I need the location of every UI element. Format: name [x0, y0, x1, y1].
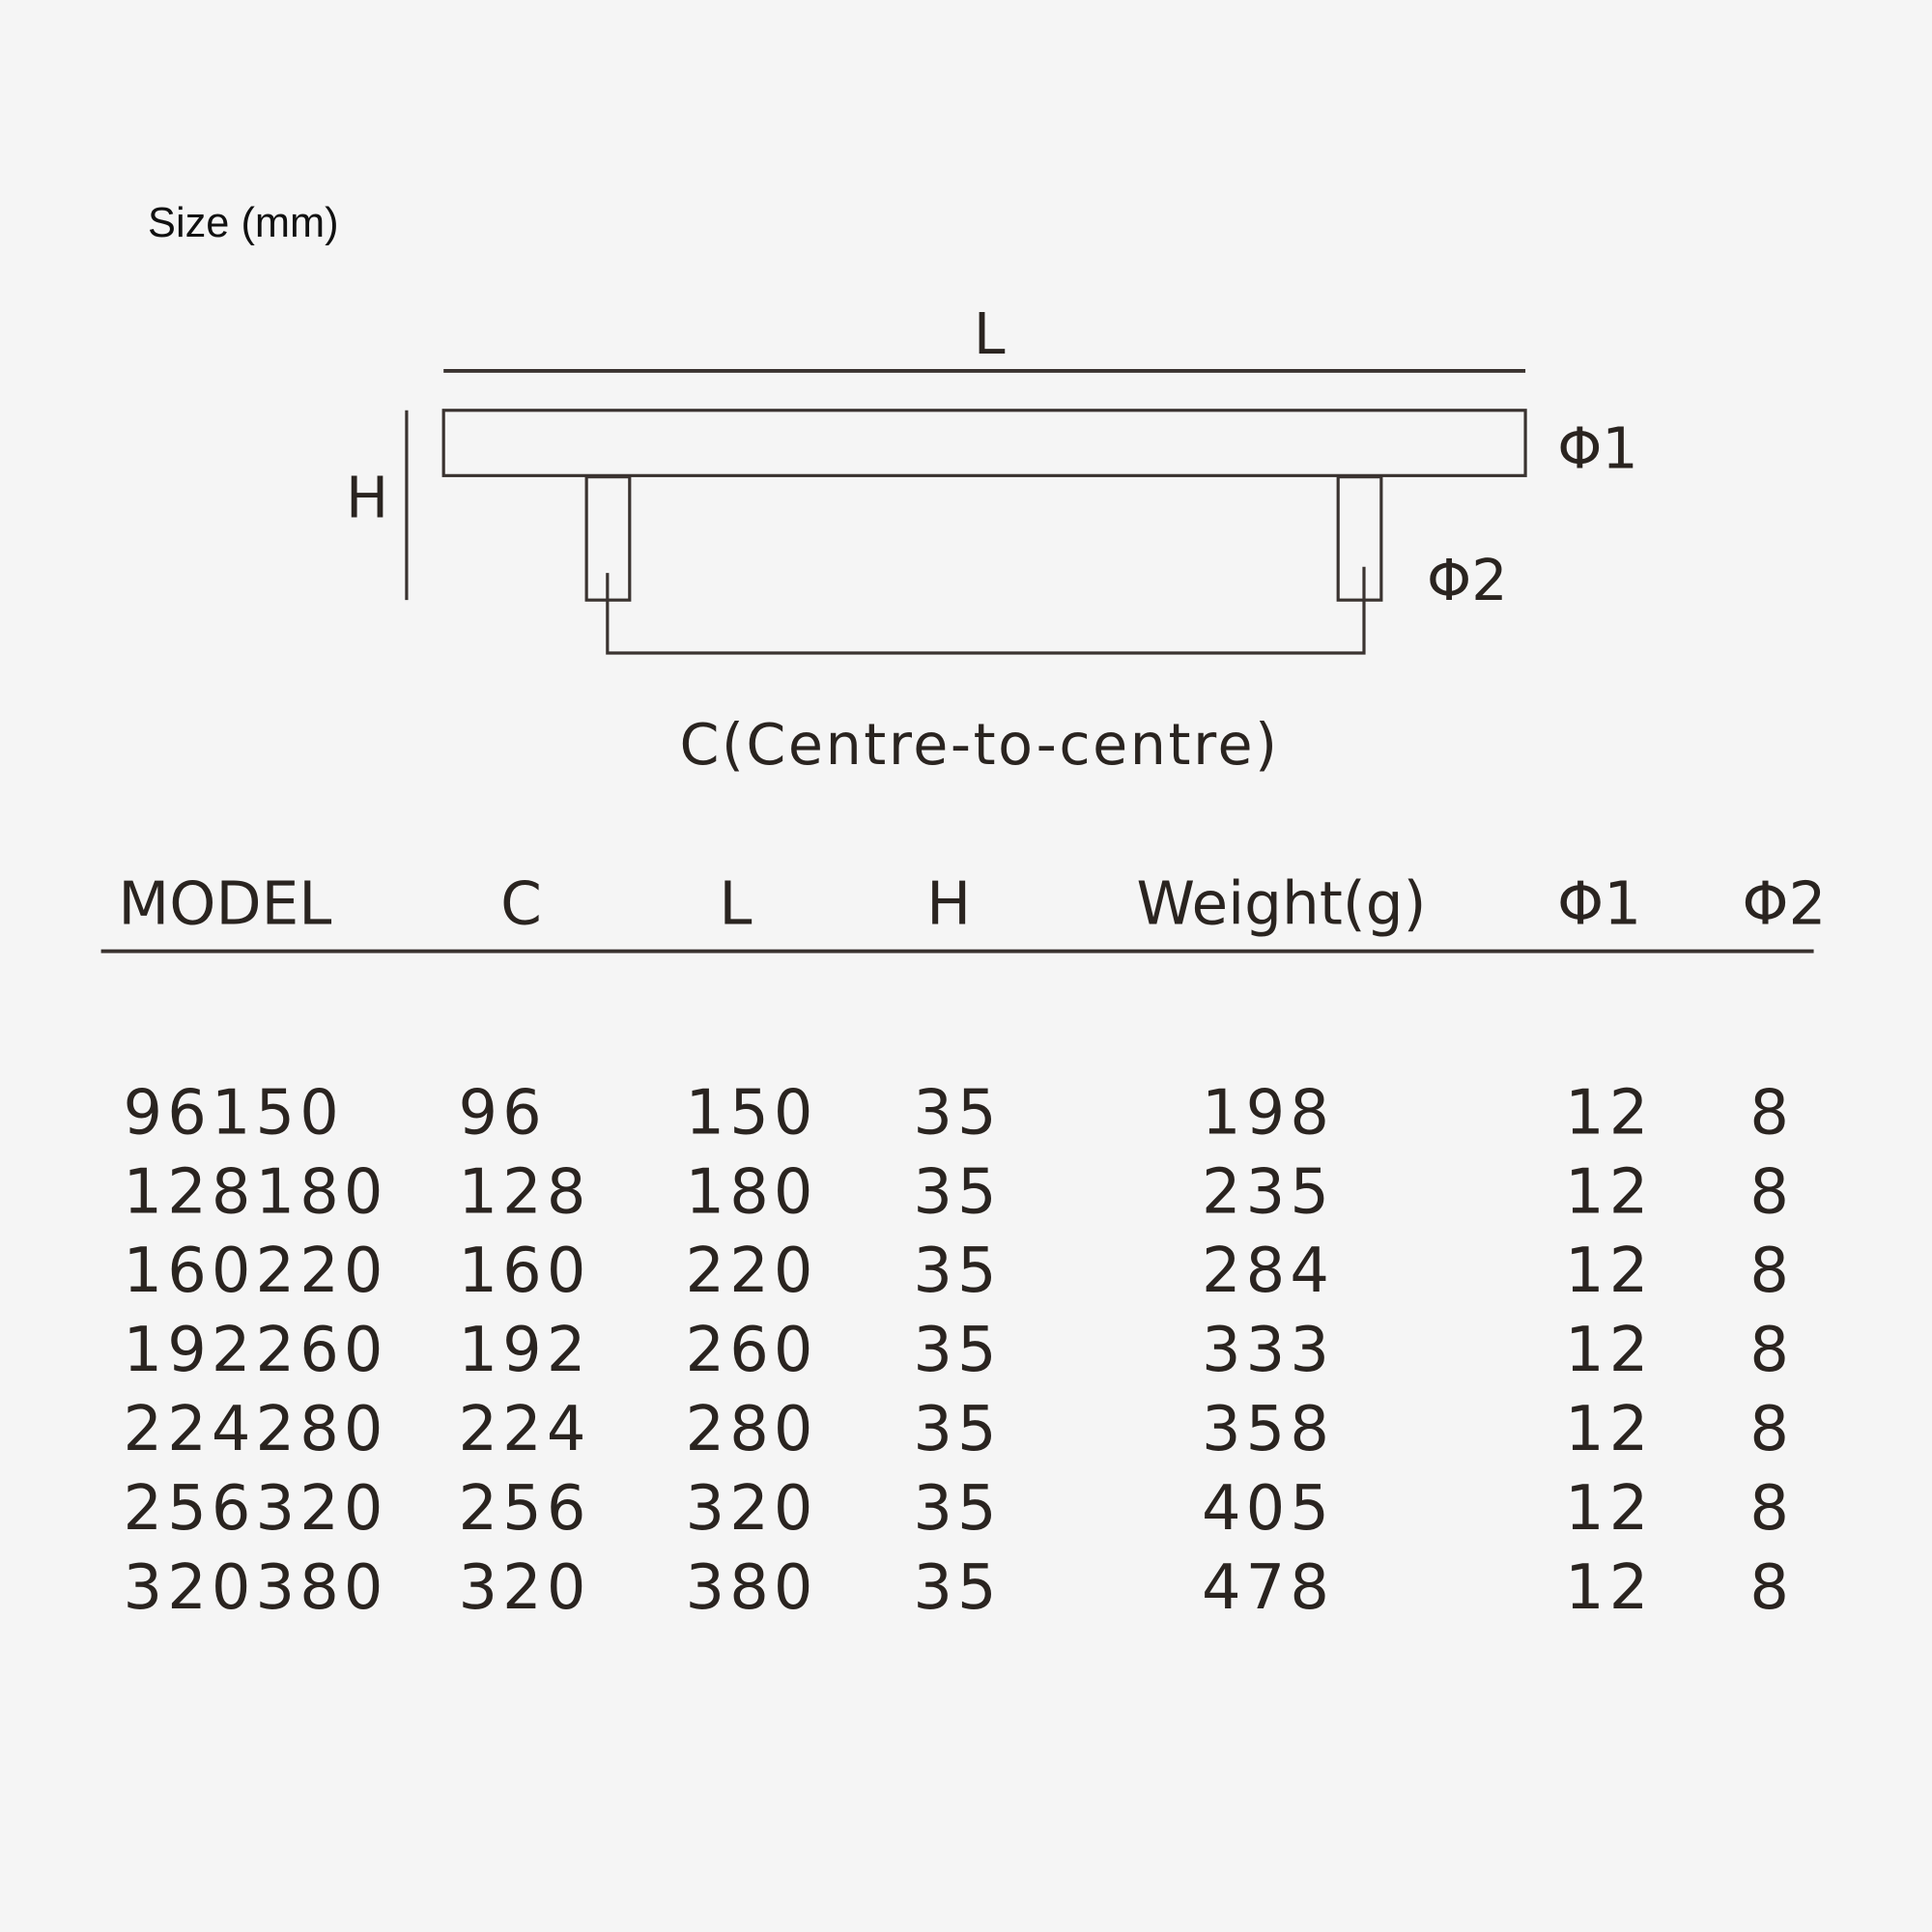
- label-centre-to-centre: C(Centre-to-centre): [679, 712, 1279, 778]
- label-H: H: [346, 466, 388, 531]
- label-phi1: Φ1: [1557, 416, 1638, 482]
- table-cell: 256: [458, 1473, 590, 1545]
- right-leg: [1336, 475, 1383, 602]
- table-cell: 192: [458, 1315, 590, 1386]
- table-cell: 96150: [124, 1077, 344, 1149]
- table-cell: 8: [1749, 1236, 1794, 1307]
- table-row: 320380 320 380 35 478 12 8: [124, 1552, 1794, 1624]
- column-header: L: [719, 870, 752, 939]
- table-cell: 320: [686, 1473, 818, 1545]
- table-cell: 35: [913, 1156, 1001, 1228]
- table-cell: 35: [913, 1473, 1001, 1545]
- table-cell: 224280: [124, 1394, 388, 1465]
- table-cell: 35: [913, 1236, 1001, 1307]
- table-cell: 12: [1565, 1236, 1653, 1307]
- table-cell: 320: [458, 1552, 590, 1624]
- table-cell: 96: [458, 1077, 546, 1149]
- table-cell: 8: [1749, 1315, 1794, 1386]
- table-cell: 8: [1749, 1156, 1794, 1228]
- label-phi2: Φ2: [1427, 548, 1508, 613]
- table-cell: 333: [1202, 1315, 1334, 1386]
- centre-dimension-line: [606, 566, 1366, 655]
- table-cell: 35: [913, 1315, 1001, 1386]
- table-cell: 8: [1749, 1077, 1794, 1149]
- table-cell: 256320: [124, 1473, 388, 1545]
- column-header: Weight(g): [1137, 870, 1427, 939]
- column-header: Φ2: [1742, 870, 1826, 939]
- table-cell: 8: [1749, 1473, 1794, 1545]
- table-row: 256320 256 320 35 405 12 8: [124, 1473, 1794, 1545]
- table-row: 128180 128 180 35 235 12 8: [124, 1156, 1794, 1228]
- table-cell: 235: [1202, 1156, 1334, 1228]
- table-cell: 160: [458, 1236, 590, 1307]
- column-header: C: [500, 870, 542, 939]
- handle-bar: [441, 409, 1527, 477]
- table-cell: 128: [458, 1156, 590, 1228]
- table-cell: 12: [1565, 1315, 1653, 1386]
- table-cell: 220: [686, 1236, 818, 1307]
- caption: Size (mm): [148, 200, 339, 246]
- table-cell: 12: [1565, 1473, 1653, 1545]
- table-cell: 160220: [124, 1236, 388, 1307]
- table-cell: 35: [913, 1552, 1001, 1624]
- label-L: L: [974, 301, 1006, 367]
- table-cell: 180: [686, 1156, 818, 1228]
- table-cell: 8: [1749, 1552, 1794, 1624]
- table-cell: 260: [686, 1315, 818, 1386]
- table-cell: 320380: [124, 1552, 388, 1624]
- table-cell: 358: [1202, 1394, 1334, 1465]
- handle-drawing: [405, 369, 1527, 655]
- table-row: 160220 160 220 35 284 12 8: [124, 1236, 1794, 1307]
- table-cell: 284: [1202, 1236, 1334, 1307]
- table-cell: 198: [1202, 1077, 1334, 1149]
- table-cell: 128180: [124, 1156, 388, 1228]
- table-cell: 224: [458, 1394, 590, 1465]
- table-cell: 8: [1749, 1394, 1794, 1465]
- table-cell: 478: [1202, 1552, 1334, 1624]
- table-cell: 12: [1565, 1394, 1653, 1465]
- table-cell: 280: [686, 1394, 818, 1465]
- table-cell: 192260: [124, 1315, 388, 1386]
- table-row: 96150 96 150 35 198 12 8: [124, 1077, 1794, 1149]
- table-row: 192260 192 260 35 333 12 8: [124, 1315, 1794, 1386]
- column-header: Φ1: [1557, 870, 1641, 939]
- table-cell: 35: [913, 1077, 1001, 1149]
- table-cell: 12: [1565, 1156, 1653, 1228]
- table-cell: 380: [686, 1552, 818, 1624]
- column-header: H: [926, 870, 971, 939]
- table-cell: 12: [1565, 1077, 1653, 1149]
- table-cell: 35: [913, 1394, 1001, 1465]
- table-cell: 150: [686, 1077, 818, 1149]
- table-cell: 405: [1202, 1473, 1334, 1545]
- table-row: 224280 224 280 35 358 12 8: [124, 1394, 1794, 1465]
- table-cell: 12: [1565, 1552, 1653, 1624]
- column-header: MODEL: [118, 870, 331, 939]
